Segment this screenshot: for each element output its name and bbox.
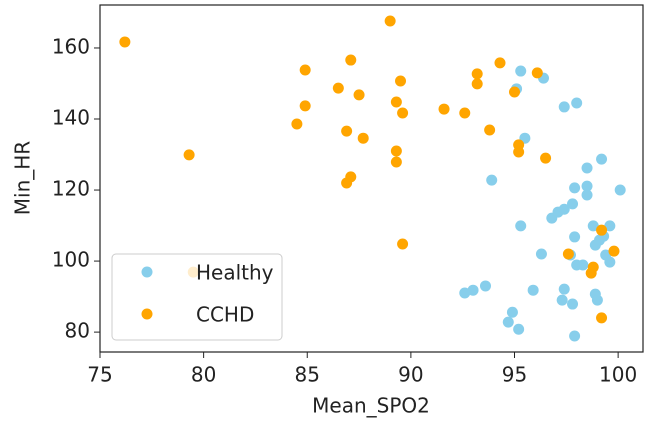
point [577,259,589,271]
x-tick-label: 85 [295,363,320,387]
y-tick-label: 140 [52,106,90,130]
point [183,149,195,161]
point [591,294,603,306]
point [604,220,616,232]
point [567,298,579,310]
plot-frame [99,4,644,353]
point [513,323,525,335]
point [341,125,353,137]
point [341,177,353,189]
point [596,312,608,324]
point [569,330,581,342]
point [581,189,593,201]
legend-label: Healthy [196,261,274,285]
x-tick-label: 75 [87,363,112,387]
x-tick-label: 90 [398,363,423,387]
point [345,54,357,66]
point [527,284,539,296]
point [459,107,471,119]
point [509,86,521,98]
point [540,152,552,164]
y-tick-label: 120 [52,177,90,201]
x-tick-label: 95 [502,363,527,387]
y-axis-label: Min_HR [11,141,35,216]
point [390,156,402,168]
point [569,182,581,194]
point [614,184,626,196]
point [558,283,570,295]
point [486,174,498,186]
point [353,89,365,101]
point [357,132,369,144]
x-axis-label: Mean_SPO2 [312,394,430,418]
point [397,107,409,119]
point [390,96,402,108]
point [332,82,344,94]
point [471,68,483,80]
point [515,65,527,77]
point [502,316,514,328]
point [484,124,496,136]
point [556,294,568,306]
point [596,153,608,165]
point [608,245,620,257]
point [587,261,599,273]
point [562,248,574,260]
legend-marker [141,308,153,320]
point [567,198,579,210]
legend-marker [141,266,153,278]
y-tick-label: 100 [52,248,90,272]
point [494,57,506,69]
point [596,224,608,236]
point [438,103,450,115]
point [531,67,543,79]
x-tick-label: 80 [191,363,216,387]
point [604,256,616,268]
point [571,97,583,109]
point [299,64,311,76]
point [479,280,491,292]
point [119,36,131,48]
point [515,220,527,232]
point [397,238,409,250]
y-tick-label: 80 [65,319,90,343]
point [471,78,483,90]
point [569,231,581,243]
point [299,100,311,112]
point [581,180,593,192]
point [467,284,479,296]
point [390,145,402,157]
point [506,306,518,318]
y-tick-label: 160 [52,34,90,58]
point [291,118,303,130]
x-tick-label: 100 [599,363,637,387]
point [535,248,547,260]
point [581,162,593,174]
legend-label: CCHD [196,303,254,327]
point [513,146,525,158]
point [587,220,599,232]
point [558,203,570,215]
point [384,15,396,27]
point [395,75,407,87]
legend-box [111,253,283,341]
point [459,287,471,299]
point [558,101,570,113]
